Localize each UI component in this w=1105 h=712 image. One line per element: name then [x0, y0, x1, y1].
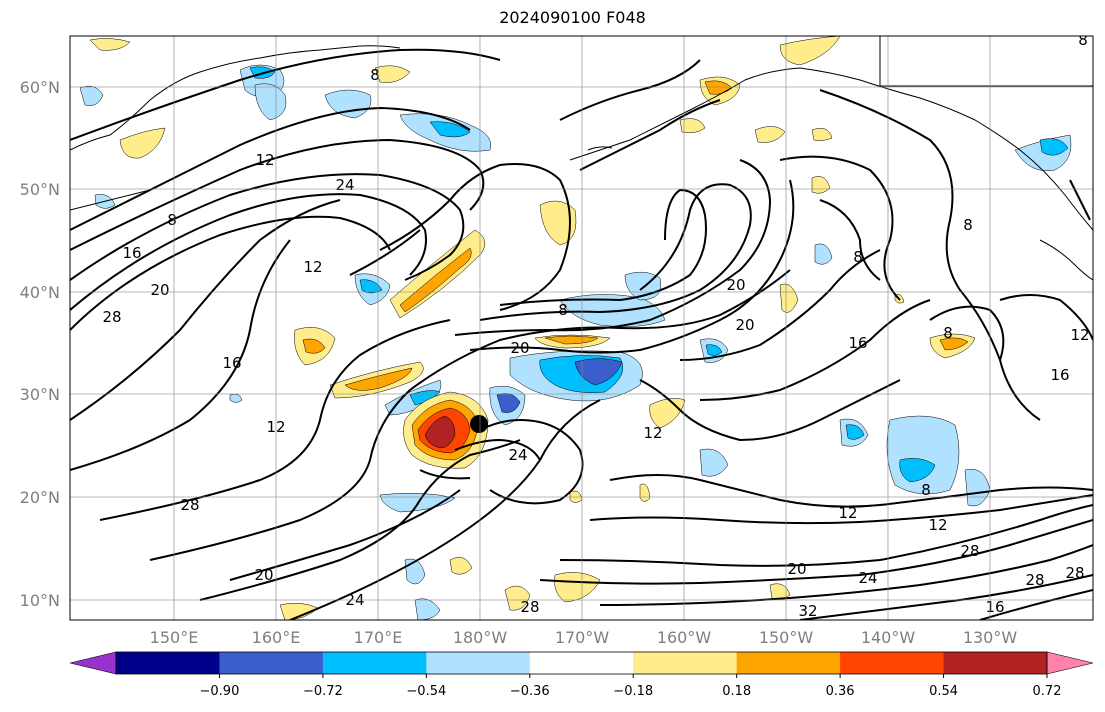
contour-label: 8	[167, 211, 177, 229]
contour-label: 8	[558, 301, 568, 319]
lat-label: 10°N	[20, 591, 60, 610]
contour-label: 16	[848, 334, 867, 352]
colorbar-min-extension	[69, 651, 117, 675]
lat-label: 50°N	[20, 180, 60, 199]
colorbar-tick-label: 0.18	[722, 684, 751, 699]
lon-label: 160°W	[657, 628, 712, 647]
contour-label: 32	[798, 602, 817, 620]
graticule	[70, 36, 1093, 620]
colorbar-segment	[219, 652, 324, 674]
lon-label: 130°W	[963, 628, 1018, 647]
latitude-labels: 10°N 20°N 30°N 40°N 50°N 60°N	[20, 78, 60, 610]
colorbar-tick-label: −0.90	[200, 684, 240, 699]
contour-label: 8	[921, 481, 931, 499]
contour-label: 20	[510, 339, 529, 357]
storm-center-marker	[470, 415, 488, 433]
colorbar-segment	[633, 652, 738, 674]
colorbar-tick-label: −0.54	[406, 684, 446, 699]
lon-label: 170°W	[555, 628, 610, 647]
colorbar-tick-label: 0.36	[826, 684, 855, 699]
contour-label: 16	[1050, 366, 1069, 384]
colorbar-tick-label: 0.72	[1033, 684, 1062, 699]
contour-label: 20	[150, 281, 169, 299]
colorbar-max-extension	[1046, 651, 1094, 675]
lat-label: 40°N	[20, 283, 60, 302]
map-frame	[69, 35, 1094, 621]
contour-label: 12	[303, 258, 322, 276]
contour-label: 8	[370, 66, 380, 84]
contour-label: 20	[787, 560, 806, 578]
lon-label: 150°E	[150, 628, 199, 647]
contour-label: 28	[1025, 571, 1044, 589]
colorbar-segment	[943, 652, 1048, 674]
lon-label: 170°E	[354, 628, 403, 647]
contour-label: 28	[960, 542, 979, 560]
colorbar-segment	[116, 652, 220, 674]
height-contours	[70, 48, 1093, 620]
contour-label: 12	[838, 504, 857, 522]
contour-label: 20	[254, 566, 273, 584]
colorbar-tick-label: −0.72	[303, 684, 343, 699]
colorbar-segments	[116, 652, 1048, 674]
coastlines	[70, 36, 1093, 281]
contour-label: 8	[1078, 31, 1088, 49]
lon-label: 140°W	[861, 628, 916, 647]
lat-label: 20°N	[20, 488, 60, 507]
lat-label: 60°N	[20, 78, 60, 97]
contour-label: 12	[1070, 326, 1089, 344]
shaded-anomalies	[79, 36, 1072, 620]
lat-label: 30°N	[20, 385, 60, 404]
colorbar-frame	[115, 651, 1048, 675]
contour-label: 16	[222, 354, 241, 372]
colorbar-segment	[529, 652, 634, 674]
colorbar-tick-label: −0.36	[510, 684, 550, 699]
colorbar-ticks: −0.90 −0.72 −0.54 −0.36 −0.18 0.18 0.36 0.54 0.7…	[200, 674, 1062, 699]
contour-label: 16	[985, 598, 1004, 616]
contour-label: 28	[1065, 564, 1084, 582]
contour-label: 12	[255, 151, 274, 169]
colorbar-tick-label: −0.18	[613, 684, 653, 699]
longitude-labels: 150°E 160°E 170°E 180°W 170°W 160°W 150°…	[150, 628, 1018, 647]
colorbar: −0.90 −0.72 −0.54 −0.36 −0.18 0.18 0.36 0.54 0.7…	[69, 651, 1094, 699]
colorbar-segment	[426, 652, 531, 674]
contour-label: 8	[853, 248, 863, 266]
lon-label: 160°E	[252, 628, 301, 647]
contour-label: 28	[102, 308, 121, 326]
colorbar-segment	[736, 652, 841, 674]
contour-label: 16	[122, 244, 141, 262]
figure-title: 2024090100 F048	[499, 8, 646, 27]
contour-label: 8	[963, 216, 973, 234]
lon-label: 150°W	[759, 628, 814, 647]
contour-label: 24	[335, 176, 354, 194]
contour-label: 12	[643, 424, 662, 442]
colorbar-tick-label: 0.54	[929, 684, 958, 699]
contour-label: 28	[520, 598, 539, 616]
contour-label: 24	[858, 569, 877, 587]
contour-label: 28	[180, 496, 199, 514]
contour-label: 24	[508, 446, 527, 464]
contour-label: 12	[928, 516, 947, 534]
colorbar-segment	[840, 652, 945, 674]
lon-label: 180°W	[453, 628, 508, 647]
contour-label: 20	[735, 316, 754, 334]
contour-label: 20	[726, 276, 745, 294]
colorbar-segment	[322, 652, 427, 674]
contour-label: 8	[943, 324, 953, 342]
